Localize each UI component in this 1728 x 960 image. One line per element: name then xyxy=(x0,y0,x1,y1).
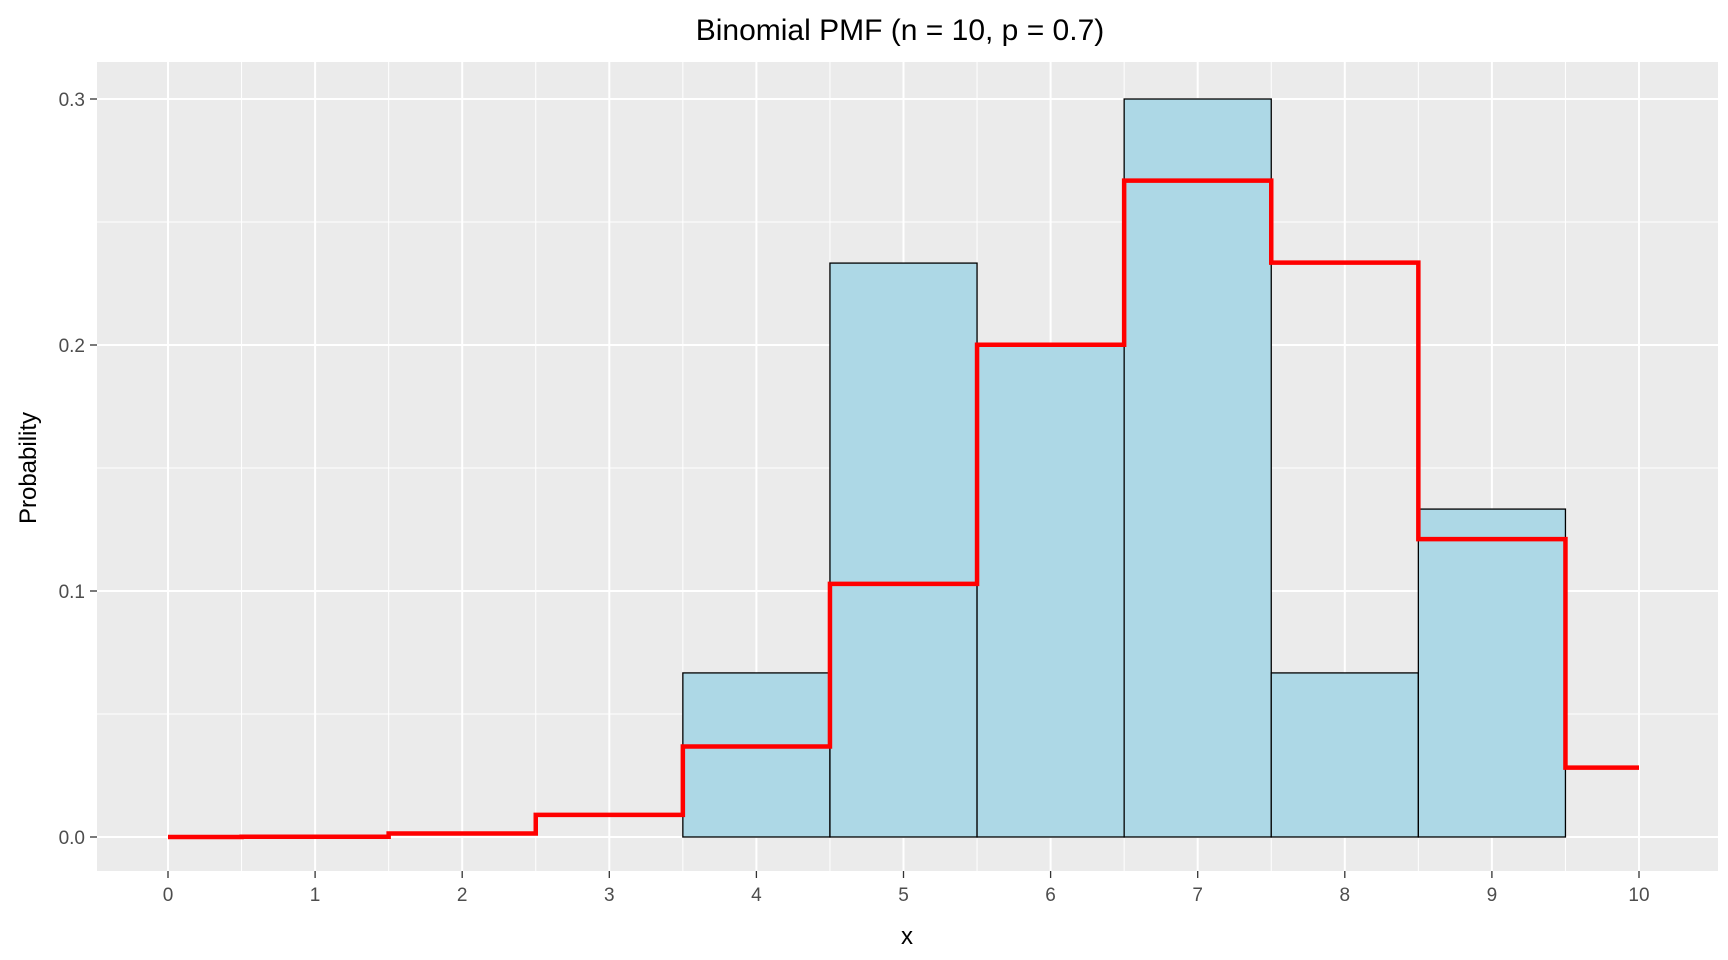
histogram-bar xyxy=(976,344,1125,838)
x-tick-label: 2 xyxy=(457,885,468,906)
x-axis-ticks: 0 1 2 3 4 5 6 7 8 9 10 xyxy=(163,871,1650,906)
histogram-bar xyxy=(1123,98,1272,838)
histogram-bars xyxy=(682,98,1567,838)
x-tick-label: 8 xyxy=(1340,885,1351,906)
y-axis-ticks: 0.0 0.1 0.2 0.3 xyxy=(59,90,97,849)
chart-title: Binomial PMF (n = 10, p = 0.7) xyxy=(696,14,1105,47)
histogram-bar xyxy=(829,262,978,838)
y-tick-label: 0.1 xyxy=(59,582,85,603)
histogram-bar xyxy=(682,672,831,838)
x-tick-label: 9 xyxy=(1487,885,1498,906)
x-tick-label: 3 xyxy=(604,885,615,906)
y-axis-label: Probability xyxy=(15,412,42,524)
y-tick-label: 0.2 xyxy=(59,336,85,357)
y-tick-label: 0.0 xyxy=(59,828,85,849)
x-tick-label: 6 xyxy=(1045,885,1056,906)
x-tick-label: 5 xyxy=(898,885,909,906)
pmf-step-path xyxy=(168,178,1639,840)
x-tick-label: 0 xyxy=(163,885,174,906)
y-tick-label: 0.3 xyxy=(59,90,85,111)
x-tick-label: 7 xyxy=(1192,885,1203,906)
x-tick-label: 1 xyxy=(310,885,321,906)
histogram-bar xyxy=(1270,672,1420,838)
pmf-step-line xyxy=(168,178,1639,840)
x-tick-label: 4 xyxy=(751,885,762,906)
x-tick-label: 10 xyxy=(1628,885,1649,906)
histogram-bar xyxy=(1417,508,1567,838)
x-axis-label: x xyxy=(901,923,913,950)
